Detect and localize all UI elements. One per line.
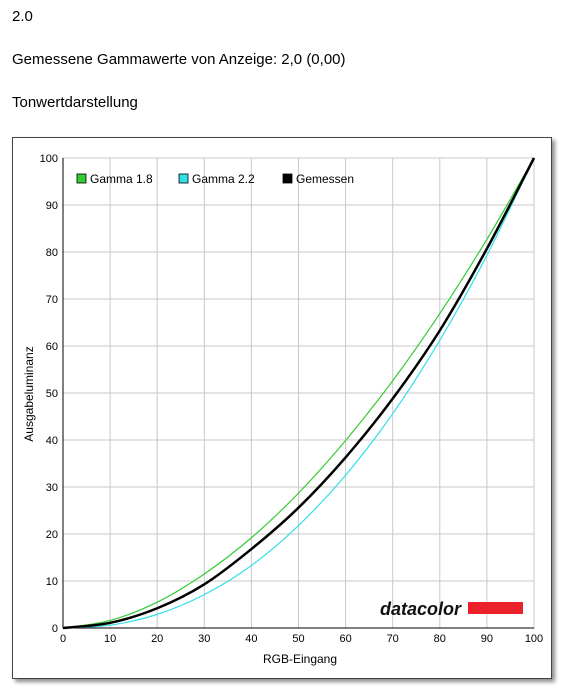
y-tick-label: 40 <box>46 435 58 447</box>
x-tick-label: 80 <box>434 633 446 645</box>
gamma-measured-text: Gemessene Gammawerte von Anzeige: 2,0 (0… <box>12 51 346 68</box>
x-tick-label: 10 <box>104 633 116 645</box>
y-tick-label: 10 <box>46 576 58 588</box>
legend-label: Gamma 2.2 <box>192 172 255 186</box>
grid-layer <box>62 157 535 629</box>
legend-swatch <box>76 173 87 184</box>
x-tick-label: 30 <box>198 633 210 645</box>
datacolor-logo: datacolor <box>380 599 523 619</box>
y-tick-label: 80 <box>46 247 58 259</box>
y-tick-label: 100 <box>40 153 58 165</box>
tick-layer: 0 10 20 30 40 50 60 70 80 90 100 0 10 20 30 40 50 60 70 80 9… <box>40 153 544 645</box>
section-title: Tonwertdarstellung <box>12 94 138 111</box>
x-axis-label: RGB-Eingang <box>263 652 337 666</box>
series-line-3 <box>62 157 536 630</box>
logo-text: datacolor <box>380 599 462 619</box>
x-tick-label: 40 <box>245 633 257 645</box>
x-tick-label: 20 <box>151 633 163 645</box>
y-axis-label: Ausgabeluminanz <box>22 346 36 441</box>
legend-swatch <box>178 173 189 184</box>
legend-swatch <box>282 173 293 184</box>
x-tick-label: 70 <box>387 633 399 645</box>
version-text: 2.0 <box>12 8 33 25</box>
tone-chart: 0 10 20 30 40 50 60 70 80 90 100 0 10 20 30 40 50 60 70 80 9… <box>22 153 544 666</box>
y-tick-label: 0 <box>52 623 58 635</box>
legend-label: Gamma 1.8 <box>90 172 153 186</box>
y-tick-label: 20 <box>46 529 58 541</box>
y-tick-label: 30 <box>46 482 58 494</box>
chart-frame: 0 10 20 30 40 50 60 70 80 90 100 0 10 20 30 40 50 60 70 80 9… <box>12 137 552 679</box>
x-tick-label: 50 <box>292 633 304 645</box>
series-line-1 <box>62 157 535 629</box>
x-tick-label: 90 <box>481 633 493 645</box>
x-tick-label: 60 <box>339 633 351 645</box>
y-tick-label: 50 <box>46 388 58 400</box>
logo-bar <box>468 602 523 614</box>
y-tick-label: 60 <box>46 341 58 353</box>
x-tick-label: 100 <box>525 633 543 645</box>
legend-label: Gemessen <box>296 172 354 186</box>
series-line-2 <box>62 157 535 629</box>
legend: Gamma 1.8 Gamma 2.2 Gemessen <box>76 172 354 186</box>
y-tick-label: 70 <box>46 294 58 306</box>
y-tick-label: 90 <box>46 200 58 212</box>
series-layer <box>62 157 536 630</box>
x-tick-label: 0 <box>60 633 66 645</box>
